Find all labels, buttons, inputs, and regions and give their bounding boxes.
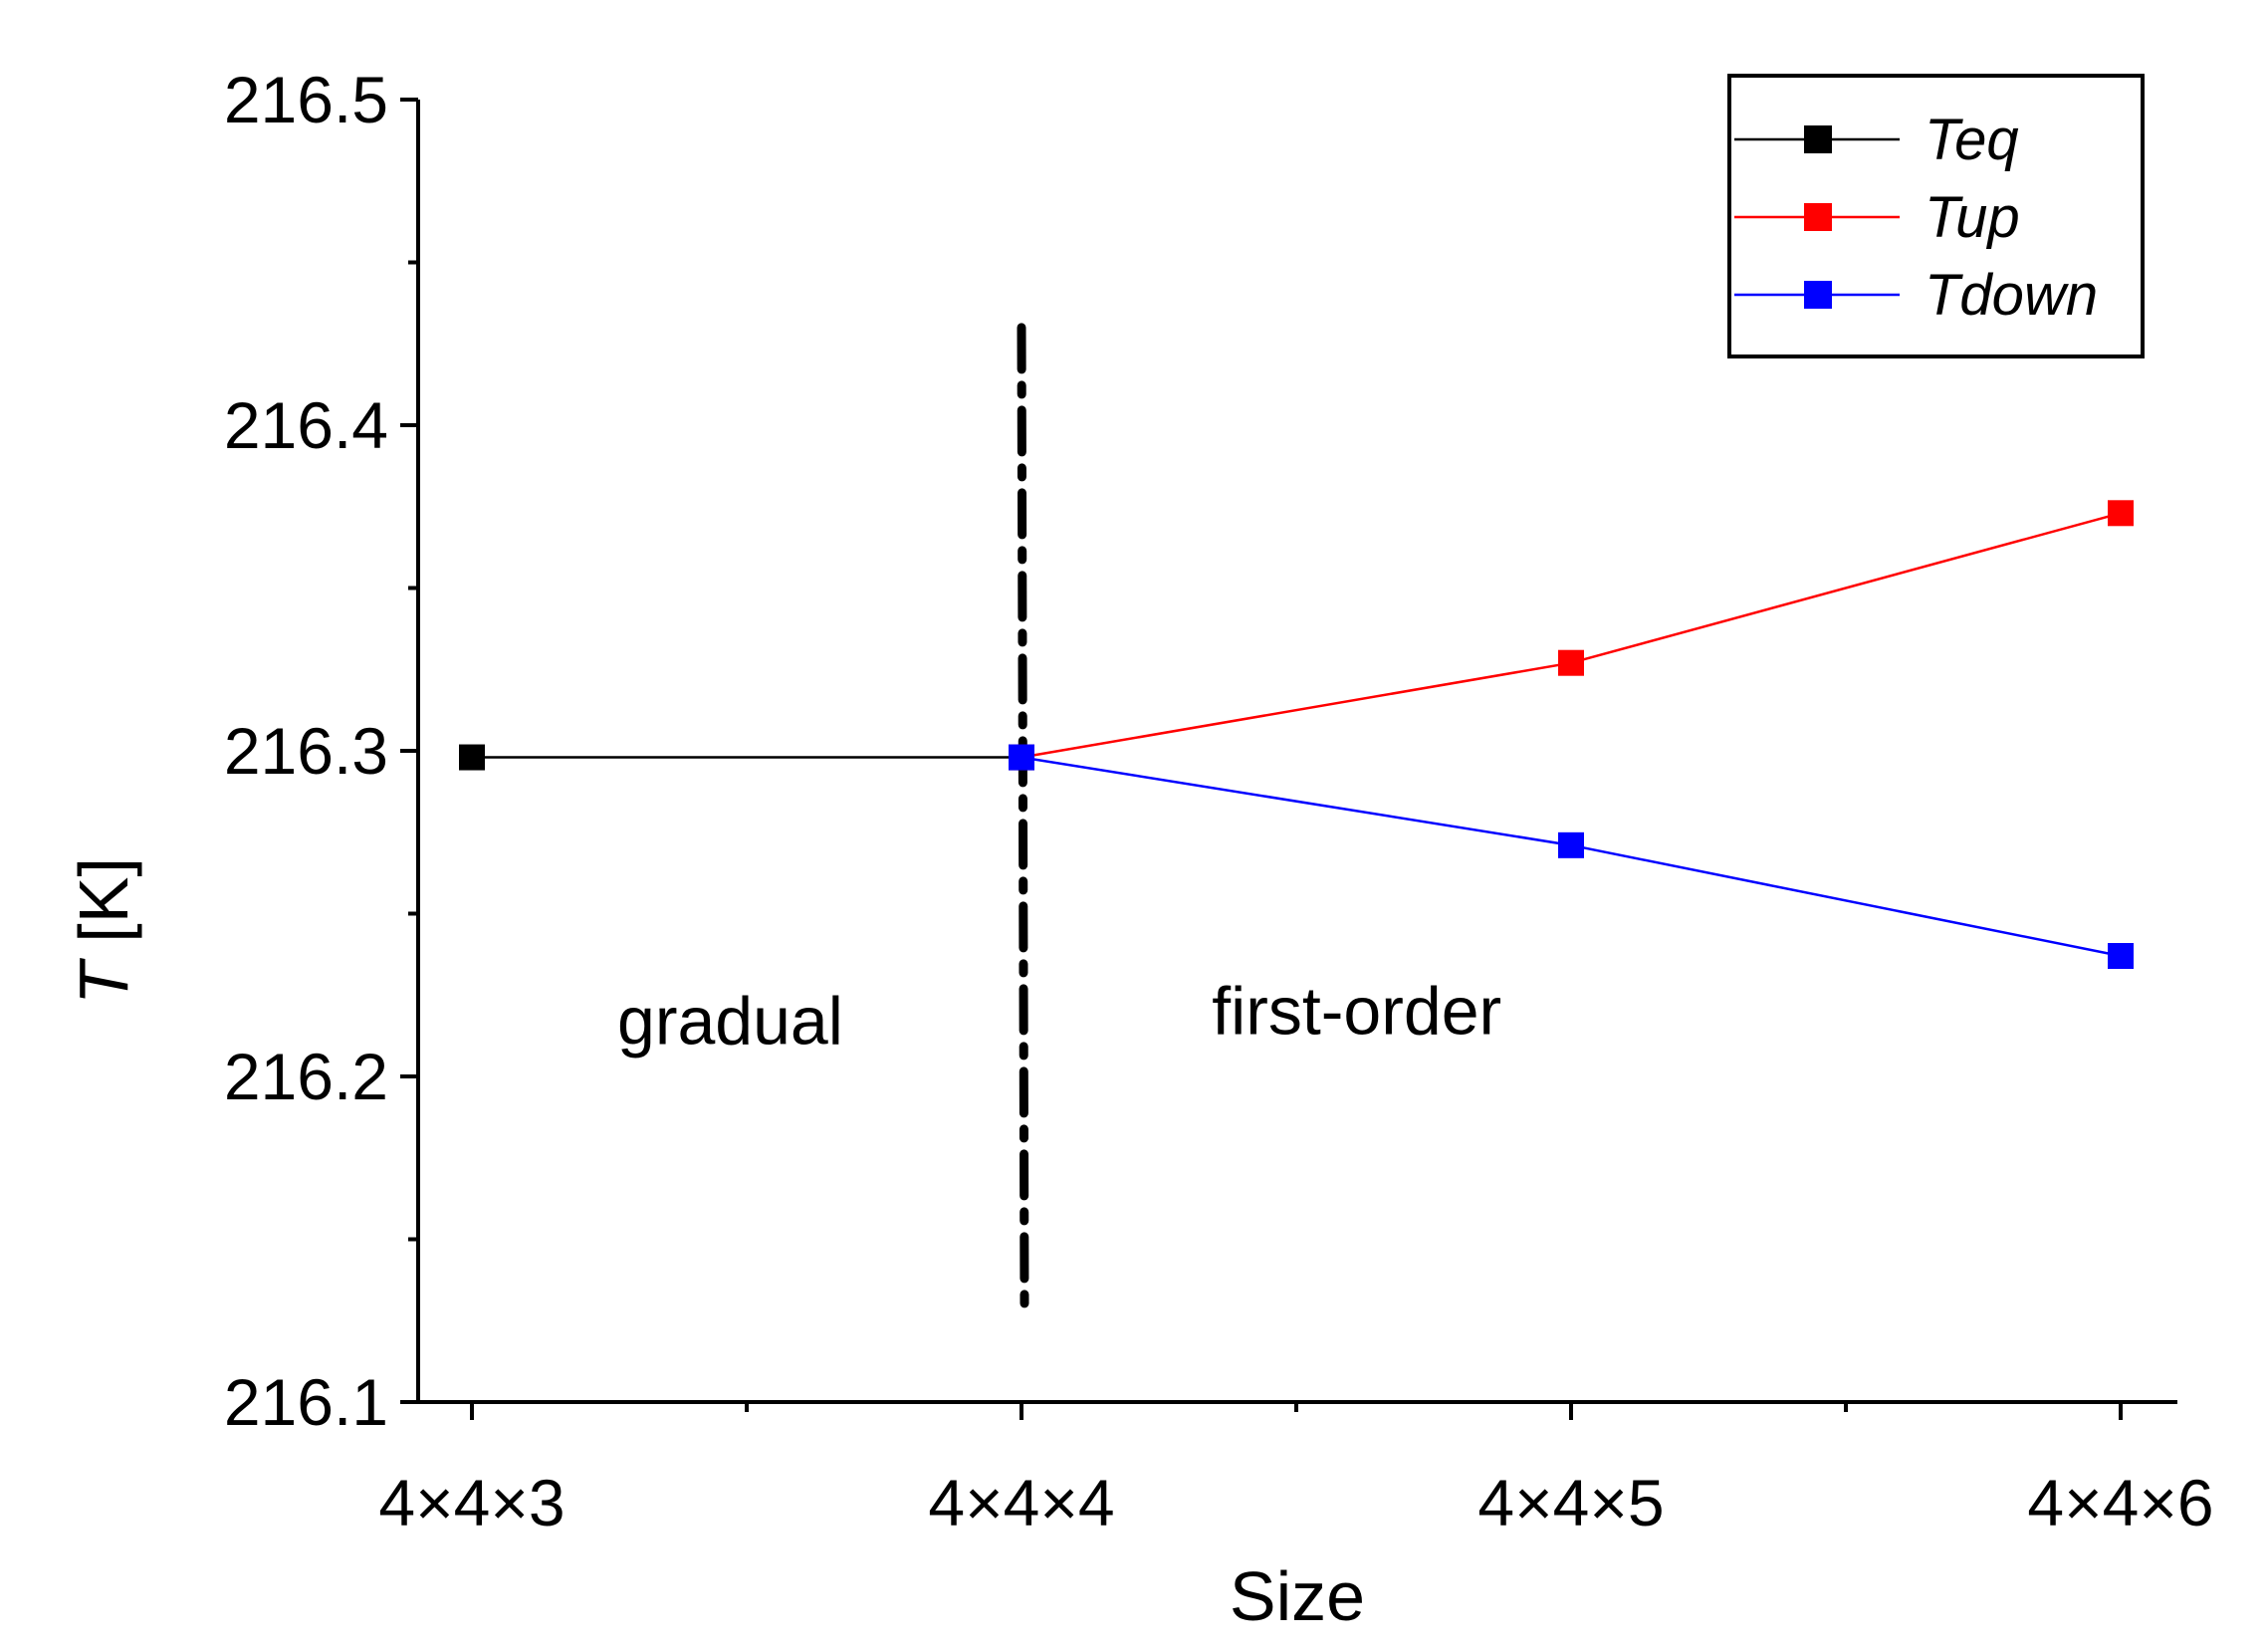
y-tick-label: 216.2 [224, 1040, 388, 1113]
y-tick-label: 216.5 [224, 63, 388, 136]
data-point-teq [459, 744, 485, 771]
legend-marker-teq [1804, 125, 1832, 153]
legend-label-teq: Teq [1925, 108, 2019, 172]
y-tick-label: 216.3 [224, 714, 388, 788]
legend-label-tdown: Tdown [1925, 263, 2098, 328]
legend-marker-tdown [1804, 281, 1832, 309]
data-point-tup [2108, 500, 2134, 527]
annotations: gradual first-order [617, 323, 1501, 1309]
x-axis-title: Size [1230, 1557, 1365, 1635]
y-axis-title: T [K] [65, 857, 142, 1005]
data-point-tdown [1009, 744, 1034, 771]
x-tick-label: 4×4×6 [2027, 1466, 2213, 1539]
y-axis-title-unit: [K] [65, 857, 142, 962]
y-tick-label: 216.4 [224, 388, 388, 462]
legend-label-tup: Tup [1925, 185, 2020, 250]
x-tick-label: 4×4×3 [378, 1466, 565, 1539]
legend-marker-tup [1804, 203, 1832, 231]
series-group [459, 500, 2134, 970]
data-point-tdown [2108, 943, 2134, 970]
legend: Teq Tup Tdown [1727, 74, 2145, 358]
series-line-tup [1021, 512, 2122, 759]
data-point-tup [1558, 649, 1584, 676]
y-tick-label: 216.1 [224, 1365, 388, 1439]
x-tick-label: 4×4×4 [928, 1466, 1114, 1539]
x-tick-label: 4×4×5 [1477, 1466, 1664, 1539]
data-point-tdown [1558, 831, 1584, 858]
phase-boundary-line [1017, 323, 1029, 1309]
region-label: gradual [617, 983, 843, 1059]
region-label: first-order [1212, 973, 1501, 1049]
axes: 216.1 216.2 216.3 216.4 216.5 4×4×3 4×4×4 4×4×5… [65, 63, 2214, 1635]
y-axis-title-symbol: T [65, 958, 142, 1005]
